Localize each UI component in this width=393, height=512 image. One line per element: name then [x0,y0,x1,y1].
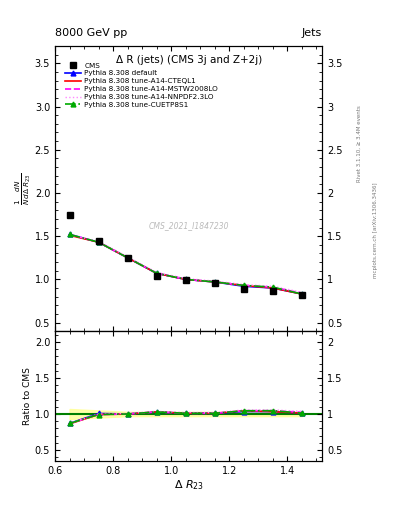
Text: Rivet 3.1.10, ≥ 3.4M events: Rivet 3.1.10, ≥ 3.4M events [357,105,362,182]
Text: CMS_2021_I1847230: CMS_2021_I1847230 [149,221,229,230]
Text: 8000 GeV pp: 8000 GeV pp [55,28,127,38]
Y-axis label: Ratio to CMS: Ratio to CMS [23,367,32,425]
Text: Jets: Jets [302,28,322,38]
Text: Δ R (jets) (CMS 3j and Z+2j): Δ R (jets) (CMS 3j and Z+2j) [116,55,262,65]
X-axis label: $\Delta\ R_{23}$: $\Delta\ R_{23}$ [174,478,204,492]
Text: mcplots.cern.ch [arXiv:1306.3436]: mcplots.cern.ch [arXiv:1306.3436] [373,183,378,278]
Legend: CMS, Pythia 8.308 default, Pythia 8.308 tune-A14-CTEQL1, Pythia 8.308 tune-A14-M: CMS, Pythia 8.308 default, Pythia 8.308 … [64,61,219,110]
Y-axis label: $\frac{1}{N}\frac{dN}{d\Delta\ R_{23}}$: $\frac{1}{N}\frac{dN}{d\Delta\ R_{23}}$ [13,173,33,205]
